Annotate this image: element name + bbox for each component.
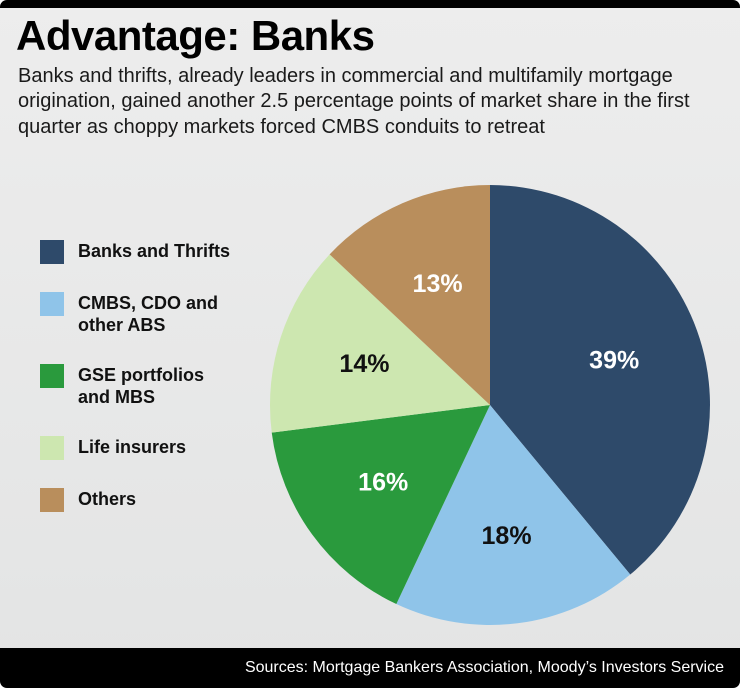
legend-swatch [40,488,64,513]
pie-slice-label: 39% [589,346,639,374]
legend-swatch [40,436,64,461]
pie-slice-1 [490,185,710,575]
pie-slice-label: 13% [413,270,463,298]
legend-label: Others [78,489,137,510]
chart-subtitle: Banks and thrifts, already leaders in co… [18,65,690,138]
legend-item: Life insurers [40,436,250,461]
top-border-bar [0,0,740,8]
legend-swatch [40,240,64,264]
legend-item: Others [40,488,250,513]
page-title: Advantage: Banks [16,12,375,59]
pie-slice-2 [396,405,631,625]
legend-label: GSE portfolios and MBS [78,365,204,407]
pie-slice-3 [271,405,490,605]
pie-slice-label: 16% [358,469,408,497]
legend-swatch [40,292,64,316]
legend-item: Banks and Thrifts [40,240,250,264]
legend-label: Banks and Thrifts [78,241,231,261]
pie-slice-5 [329,185,490,405]
pie-slice-4 [269,254,490,433]
legend: Banks and Thrifts CMBS, CDO and other ABS… [40,240,250,513]
legend-item: GSE portfolios and MBS [40,364,250,408]
legend-label: CMBS, CDO and other ABS [78,293,219,335]
legend-swatch [40,364,64,389]
pie-chart: 39% 18% 16% 14% 13% [269,185,710,625]
source-text: Sources: Mortgage Bankers Association, M… [244,659,724,676]
pie-slice-label: 14% [339,350,389,378]
legend-label: Life insurers [78,437,187,458]
legend-item: CMBS, CDO and other ABS [40,292,250,336]
pie-slice-label: 18% [482,522,532,550]
source-bar: Sources: Mortgage Bankers Association, M… [0,648,740,688]
